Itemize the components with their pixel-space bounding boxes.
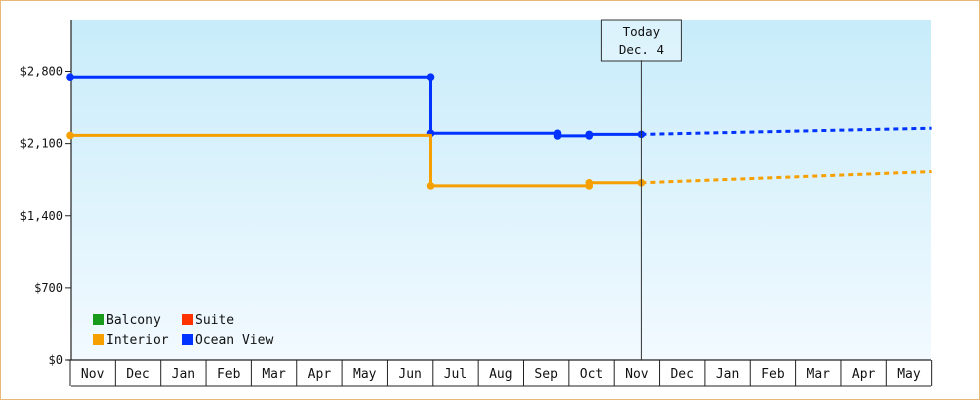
- x-tick-label: Sep: [534, 367, 558, 382]
- y-tick-label: $700: [34, 281, 63, 295]
- plot-background: [71, 20, 931, 360]
- x-tick-label: Apr: [308, 367, 332, 382]
- data-point: [66, 73, 74, 81]
- series-line-interior: [70, 133, 642, 188]
- legend-swatch: [93, 314, 104, 325]
- data-point: [426, 182, 435, 190]
- legend-swatch: [182, 334, 193, 345]
- y-tick-label: $1,400: [20, 209, 63, 223]
- legend-label: Suite: [195, 313, 234, 328]
- x-tick-label: Apr: [852, 367, 876, 382]
- x-tick-label: Feb: [217, 367, 241, 382]
- x-tick-label: Jun: [398, 367, 421, 382]
- series-forecast-ocean-view: [641, 126, 932, 136]
- today-box: [600, 19, 682, 62]
- x-tick-label: Dec: [126, 367, 149, 382]
- series-forecast-interior: [641, 170, 932, 185]
- legend: Balcony Suite Interior Ocean View: [93, 313, 273, 348]
- data-point: [553, 132, 562, 140]
- data-point: [585, 130, 594, 139]
- x-tick-label: Nov: [81, 367, 105, 382]
- today-marker: Today Dec. 4: [600, 19, 682, 360]
- x-tick-label: Oct: [580, 367, 603, 382]
- y-tick-label: $2,100: [20, 137, 63, 151]
- data-point: [585, 178, 594, 187]
- x-tick-label: Aug: [489, 367, 512, 382]
- x-tick-label: Feb: [761, 367, 785, 382]
- today-date: Dec. 4: [619, 42, 664, 57]
- y-tick-label: $2,800: [20, 65, 63, 79]
- data-point: [66, 131, 74, 140]
- x-tick-label: Jan: [716, 367, 739, 382]
- x-tick-label: Dec: [670, 367, 693, 382]
- x-tick-label: Nov: [625, 367, 649, 382]
- x-tick-label: Jan: [172, 367, 195, 382]
- x-tick-label: Mar: [262, 367, 286, 382]
- x-tick-label: Mar: [807, 367, 831, 382]
- legend-swatch: [93, 334, 104, 345]
- x-tick-label: Jul: [444, 367, 467, 382]
- today-label: Today: [623, 24, 661, 39]
- series-layer: [66, 73, 932, 190]
- x-tick-label: May: [897, 367, 921, 382]
- y-tick-label: $0: [49, 353, 63, 367]
- legend-label: Balcony: [106, 313, 161, 328]
- data-point: [426, 73, 435, 81]
- x-tick-label: May: [353, 367, 377, 382]
- axes: $0 $700 $1,400 $2,100 $2,800 Nov Dec Jan Feb Mar A…: [20, 20, 933, 387]
- legend-label: Ocean View: [195, 333, 273, 348]
- legend-label: Interior: [106, 333, 169, 348]
- legend-swatch: [182, 314, 193, 325]
